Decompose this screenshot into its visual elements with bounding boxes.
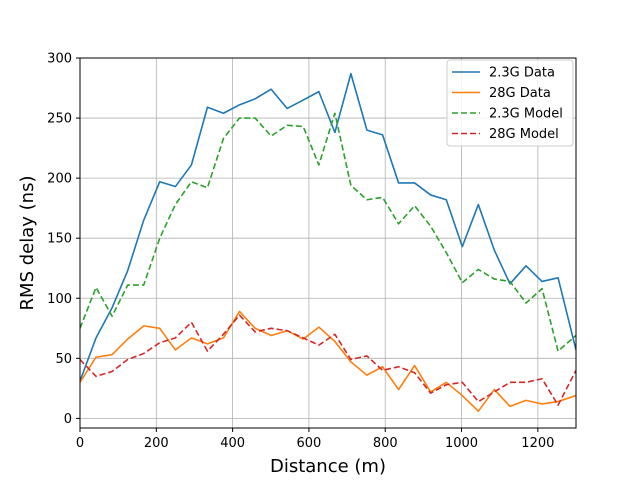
series-line-2-3g-data [80,72,576,382]
y-tick-label: 100 [47,292,72,307]
series-line-28g-model [80,314,576,406]
x-tick-label: 600 [297,436,322,451]
series-line-28g-data [80,310,576,412]
y-axis-label: RMS delay (ns) [17,176,38,311]
x-axis-label: Distance (m) [270,456,386,477]
legend-entry-label: 28G Data [489,86,551,101]
x-tick-label: 0 [76,436,84,451]
x-axis-ticks: 0 200 400 600 800 1000 1200 [76,428,554,451]
legend-entry-label: 2.3G Data [489,66,555,81]
y-tick-label: 0 [64,412,72,427]
series-layer [80,72,576,412]
x-tick-label: 200 [144,436,169,451]
x-tick-label: 400 [220,436,245,451]
series-line-2-3g-model [80,112,576,352]
y-tick-label: 200 [47,172,72,187]
legend: 2.3G Data 28G Data 2.3G Model 28G Model [446,59,574,147]
legend-box [446,59,574,147]
y-tick-label: 50 [55,352,72,367]
x-tick-label: 1200 [521,436,554,451]
x-tick-label: 800 [373,436,398,451]
y-tick-label: 150 [47,232,72,247]
y-axis-ticks: 0 50 100 150 200 250 300 [47,52,80,427]
legend-entry-label: 2.3G Model [489,107,563,122]
legend-entry-label: 28G Model [489,127,559,142]
plot-frame [79,57,577,429]
y-tick-label: 250 [47,112,72,127]
x-tick-label: 1000 [445,436,478,451]
y-tick-label: 300 [47,52,72,67]
